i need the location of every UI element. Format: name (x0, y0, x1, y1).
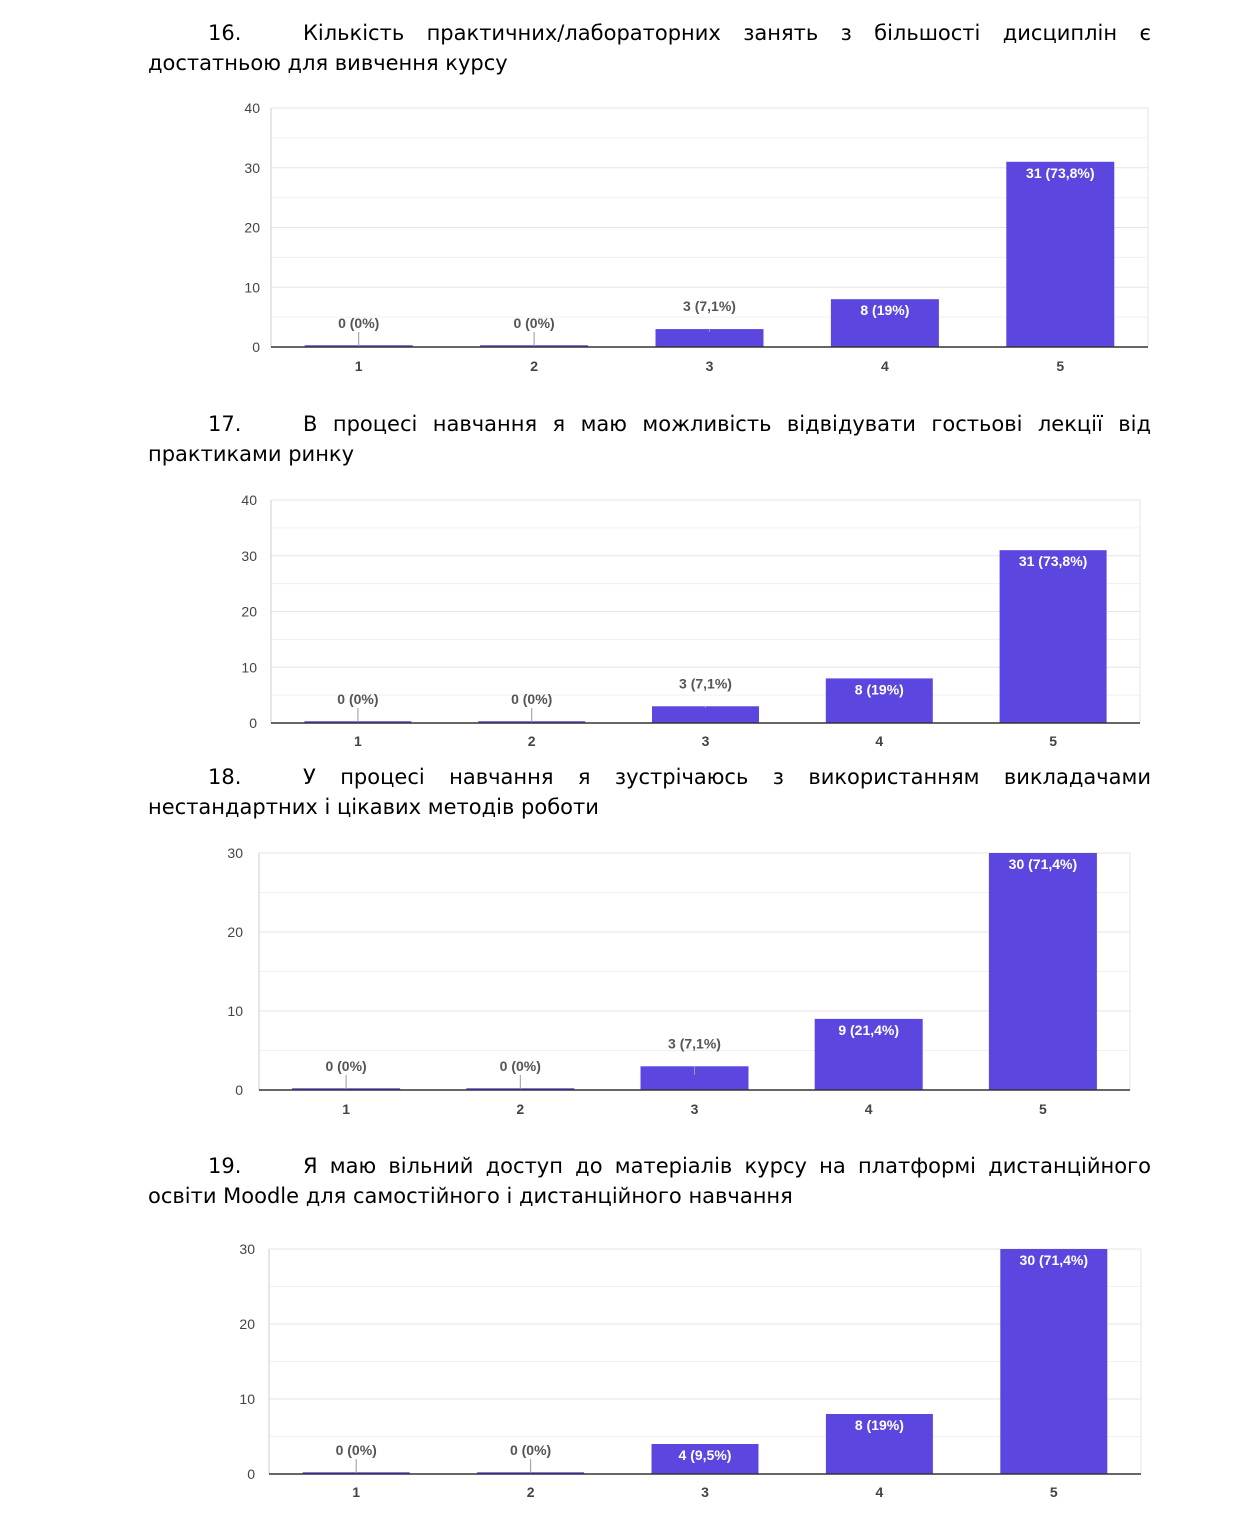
x-tick-label: 2 (516, 1101, 524, 1117)
x-tick-label: 1 (354, 733, 362, 749)
bar (814, 1018, 923, 1090)
data-label: 0 (0%) (337, 691, 378, 707)
x-tick-label: 3 (691, 1101, 699, 1117)
x-tick-label: 2 (528, 733, 536, 749)
x-tick-label: 3 (706, 358, 714, 374)
x-tick-label: 1 (342, 1101, 350, 1117)
y-tick-label: 30 (227, 845, 243, 861)
data-label: 0 (0%) (338, 315, 379, 331)
x-tick-label: 3 (702, 733, 710, 749)
data-label: 31 (73,8%) (1019, 553, 1087, 569)
data-label: 9 (21,4%) (838, 1022, 899, 1038)
question-text: У процесі навчання я зустрічаюсь з викор… (148, 765, 1151, 819)
data-label: 31 (73,8%) (1026, 165, 1094, 181)
question-18: 18. У процесі навчання я зустрічаюсь з ви… (148, 762, 1151, 822)
y-tick-label: 20 (241, 604, 257, 620)
x-tick-label: 4 (876, 1484, 884, 1500)
question-text: Я маю вільний доступ до матеріалів курсу… (148, 1154, 1151, 1208)
x-tick-label: 2 (527, 1484, 535, 1500)
x-tick-label: 5 (1050, 1484, 1058, 1500)
x-tick-label: 3 (701, 1484, 709, 1500)
chart-16: 0 10 20 30 40 0 (0%) 1 0 (0%) 2 3 (7,1%) 3 8 (19%) 4… (244, 100, 1149, 374)
y-tick-label: 0 (235, 1082, 243, 1098)
bar (1006, 161, 1115, 347)
question-16: 16. Кількість практичних/лабораторних зан… (148, 18, 1151, 78)
data-label: 0 (0%) (511, 691, 552, 707)
data-label: 30 (71,4%) (1020, 1252, 1088, 1268)
y-tick-label: 30 (239, 1241, 255, 1257)
data-label: 0 (0%) (500, 1058, 541, 1074)
y-tick-label: 20 (244, 220, 260, 236)
x-tick-label: 1 (352, 1484, 360, 1500)
bar (999, 550, 1107, 723)
bar (830, 299, 939, 347)
y-tick-label: 20 (227, 924, 243, 940)
data-label: 0 (0%) (336, 1442, 377, 1458)
data-label: 0 (0%) (510, 1442, 551, 1458)
question-number: 17. (208, 412, 242, 436)
bar (825, 1414, 933, 1474)
question-text: Кількість практичних/лабораторних занять… (148, 21, 1151, 75)
data-label: 3 (7,1%) (668, 1035, 721, 1051)
x-tick-label: 4 (865, 1101, 873, 1117)
bar (988, 853, 1097, 1090)
chart-17: 0 10 20 30 40 0 (0%) 1 0 (0%) 2 3 (7,1%) 3 8 (19%) 4… (241, 492, 1141, 749)
bar (1000, 1249, 1108, 1474)
y-tick-label: 0 (252, 339, 260, 355)
question-number: 16. (208, 21, 242, 45)
question-19: 19. Я маю вільний доступ до матеріалів ку… (148, 1151, 1151, 1211)
x-tick-label: 1 (355, 358, 363, 374)
x-tick-label: 5 (1039, 1101, 1047, 1117)
y-tick-label: 10 (244, 279, 260, 295)
y-tick-label: 40 (241, 492, 257, 508)
data-label: 4 (9,5%) (679, 1447, 732, 1463)
y-tick-label: 40 (244, 100, 260, 116)
question-number: 19. (208, 1154, 242, 1178)
data-label: 30 (71,4%) (1009, 856, 1077, 872)
data-label: 8 (19%) (860, 302, 909, 318)
data-label: 8 (19%) (855, 681, 904, 697)
x-tick-label: 4 (875, 733, 883, 749)
y-tick-label: 20 (239, 1316, 255, 1332)
data-label: 0 (0%) (513, 315, 554, 331)
chart-19: 0 10 20 30 0 (0%) 1 0 (0%) 2 4 (9,5%) 3 8 (19%) 4 30… (239, 1241, 1142, 1500)
x-tick-label: 4 (881, 358, 889, 374)
y-tick-label: 30 (244, 160, 260, 176)
data-label: 3 (7,1%) (679, 675, 732, 691)
y-tick-label: 0 (247, 1466, 255, 1482)
bar (655, 329, 764, 347)
y-tick-label: 10 (241, 659, 257, 675)
x-tick-label: 5 (1049, 733, 1057, 749)
bar (651, 1444, 759, 1474)
chart-18: 0 10 20 30 0 (0%) 1 0 (0%) 2 3 (7,1%) 3 9 (21,4%) 4… (227, 845, 1131, 1117)
y-tick-label: 10 (239, 1391, 255, 1407)
y-tick-label: 30 (241, 548, 257, 564)
x-tick-label: 5 (1056, 358, 1064, 374)
bar (825, 678, 933, 723)
question-number: 18. (208, 765, 242, 789)
question-text: В процесі навчання я маю можливість відв… (148, 412, 1151, 466)
question-17: 17. В процесі навчання я маю можливість в… (148, 409, 1151, 469)
bar (652, 706, 759, 723)
bar (640, 1066, 749, 1090)
data-label: 8 (19%) (855, 1417, 904, 1433)
data-label: 0 (0%) (325, 1058, 366, 1074)
y-tick-label: 0 (249, 715, 257, 731)
x-tick-label: 2 (530, 358, 538, 374)
data-label: 3 (7,1%) (683, 298, 736, 314)
y-tick-label: 10 (227, 1003, 243, 1019)
